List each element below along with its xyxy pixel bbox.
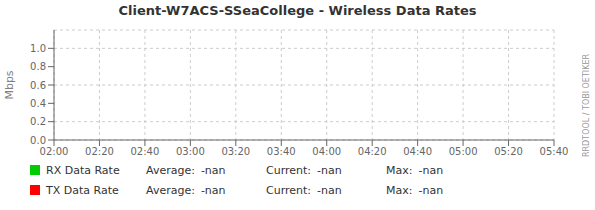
html-text:-nan: -nan xyxy=(418,163,444,177)
svg-text:05:20: 05:20 xyxy=(494,146,523,157)
svg-text:1.0: 1.0 xyxy=(30,43,46,54)
svg-text:0.8: 0.8 xyxy=(30,61,46,72)
svg-text:0.0: 0.0 xyxy=(30,135,46,146)
svg-text:04:00: 04:00 xyxy=(312,146,341,157)
svg-text:0.2: 0.2 xyxy=(30,116,46,127)
svg-text:04:20: 04:20 xyxy=(358,146,387,157)
html-text:Current:: Current: xyxy=(266,163,311,177)
html-text:TX Data Rate: TX Data Rate xyxy=(46,183,119,197)
svg-text:02:20: 02:20 xyxy=(85,146,114,157)
html-text:Max:: Max: xyxy=(386,183,413,197)
svg-text:02:40: 02:40 xyxy=(130,146,159,157)
html-text:-nan: -nan xyxy=(418,183,444,197)
svg-text:Mbps: Mbps xyxy=(8,70,16,99)
html-text:RX Data Rate: RX Data Rate xyxy=(46,163,120,177)
svg-text:03:40: 03:40 xyxy=(267,146,296,157)
svg-text:03:20: 03:20 xyxy=(221,146,250,157)
svg-text:03:00: 03:00 xyxy=(176,146,205,157)
svg-text:05:40: 05:40 xyxy=(540,146,569,157)
html-text:Max:: Max: xyxy=(386,163,413,177)
html-text:Average:: Average: xyxy=(146,183,195,197)
html-text:Client-W7ACS-SSeaCollege - Wir: Client-W7ACS-SSeaCollege - Wireless Data… xyxy=(118,3,477,18)
svg-text:04:40: 04:40 xyxy=(403,146,432,157)
svg-text:02:00: 02:00 xyxy=(40,146,69,157)
html-text:-nan: -nan xyxy=(317,183,342,197)
html-text:-nan: -nan xyxy=(200,163,226,177)
html-text:Current:: Current: xyxy=(266,183,311,197)
html-text:Average:: Average: xyxy=(146,163,195,177)
svg-text:0.4: 0.4 xyxy=(30,98,46,109)
svg-text:0.6: 0.6 xyxy=(30,80,46,91)
html-text:-nan: -nan xyxy=(200,183,226,197)
svg-text:05:00: 05:00 xyxy=(449,146,478,157)
html-text:-nan: -nan xyxy=(317,163,342,177)
html-text:RRDTOOL / TOBI OETIKER: RRDTOOL / TOBI OETIKER xyxy=(582,53,591,157)
